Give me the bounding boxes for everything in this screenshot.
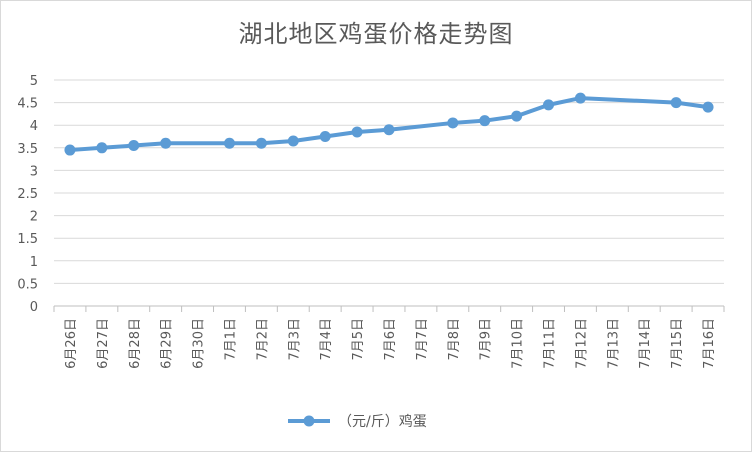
data-point bbox=[702, 101, 714, 113]
x-tick-label: 7月11日 bbox=[543, 318, 558, 369]
y-tick-label: 0 bbox=[30, 300, 38, 315]
x-tick-label: 7月5日 bbox=[351, 318, 366, 361]
data-point bbox=[287, 135, 299, 147]
data-point bbox=[574, 92, 586, 104]
data-point bbox=[511, 110, 523, 122]
chart-title: 湖北地区鸡蛋价格走势图 bbox=[238, 20, 514, 48]
x-tick-label: 7月1日 bbox=[223, 318, 238, 361]
y-tick-label: 1.5 bbox=[17, 232, 38, 247]
legend-marker bbox=[303, 415, 315, 427]
y-tick-label: 2.5 bbox=[17, 187, 38, 202]
data-point bbox=[447, 117, 459, 129]
data-point bbox=[128, 140, 140, 152]
x-axis bbox=[53, 305, 725, 312]
data-point bbox=[160, 137, 172, 149]
y-axis-ticks: 0 0.5 1 1.5 2 2.5 3 3.5 4 4.5 5 bbox=[17, 74, 38, 315]
data-point bbox=[543, 99, 555, 111]
x-tick-label: 6月26日 bbox=[64, 318, 79, 369]
x-tick-label: 6月29日 bbox=[160, 318, 175, 369]
x-tick-label: 7月10日 bbox=[511, 318, 526, 369]
x-tick-label: 7月12日 bbox=[574, 318, 589, 369]
x-tick-label: 6月28日 bbox=[128, 318, 143, 369]
x-tick-label: 7月8日 bbox=[447, 318, 462, 361]
data-point bbox=[670, 97, 682, 109]
x-tick-label: 6月27日 bbox=[96, 318, 111, 369]
legend-label: （元/斤）鸡蛋 bbox=[338, 413, 427, 430]
x-tick-label: 7月6日 bbox=[383, 318, 398, 361]
x-axis-ticks: 6月26日 6月27日 6月28日 6月29日 6月30日 7月1日 7月2日 7月3日 7月4… bbox=[64, 318, 717, 369]
y-tick-label: 5 bbox=[30, 74, 38, 89]
y-tick-label: 4 bbox=[30, 119, 38, 134]
x-tick-label: 7月16日 bbox=[702, 318, 717, 369]
data-point bbox=[96, 142, 108, 154]
data-point bbox=[383, 124, 395, 136]
x-tick-label: 7月7日 bbox=[415, 318, 430, 361]
y-tick-label: 2 bbox=[30, 210, 38, 225]
y-tick-label: 3.5 bbox=[17, 142, 38, 157]
data-point bbox=[319, 131, 331, 142]
x-tick-label: 7月4日 bbox=[319, 318, 334, 361]
x-tick-label: 7月9日 bbox=[479, 318, 494, 361]
data-point bbox=[223, 137, 235, 149]
legend: （元/斤）鸡蛋 bbox=[288, 413, 427, 430]
y-tick-label: 0.5 bbox=[17, 277, 38, 292]
data-point bbox=[351, 126, 363, 138]
data-point bbox=[64, 144, 76, 156]
y-tick-label: 1 bbox=[30, 255, 38, 270]
x-tick-label: 6月30日 bbox=[192, 318, 207, 369]
gridlines bbox=[54, 79, 724, 284]
data-point bbox=[255, 137, 267, 149]
x-tick-label: 7月3日 bbox=[287, 318, 302, 361]
y-tick-label: 3 bbox=[30, 164, 38, 179]
series-layer bbox=[64, 92, 714, 156]
y-tick-label: 4.5 bbox=[17, 97, 38, 112]
data-point bbox=[479, 115, 491, 127]
x-tick-label: 7月15日 bbox=[670, 318, 685, 369]
x-tick-label: 7月2日 bbox=[255, 318, 270, 361]
x-tick-label: 7月14日 bbox=[638, 318, 653, 369]
x-tick-label: 7月13日 bbox=[606, 318, 621, 369]
